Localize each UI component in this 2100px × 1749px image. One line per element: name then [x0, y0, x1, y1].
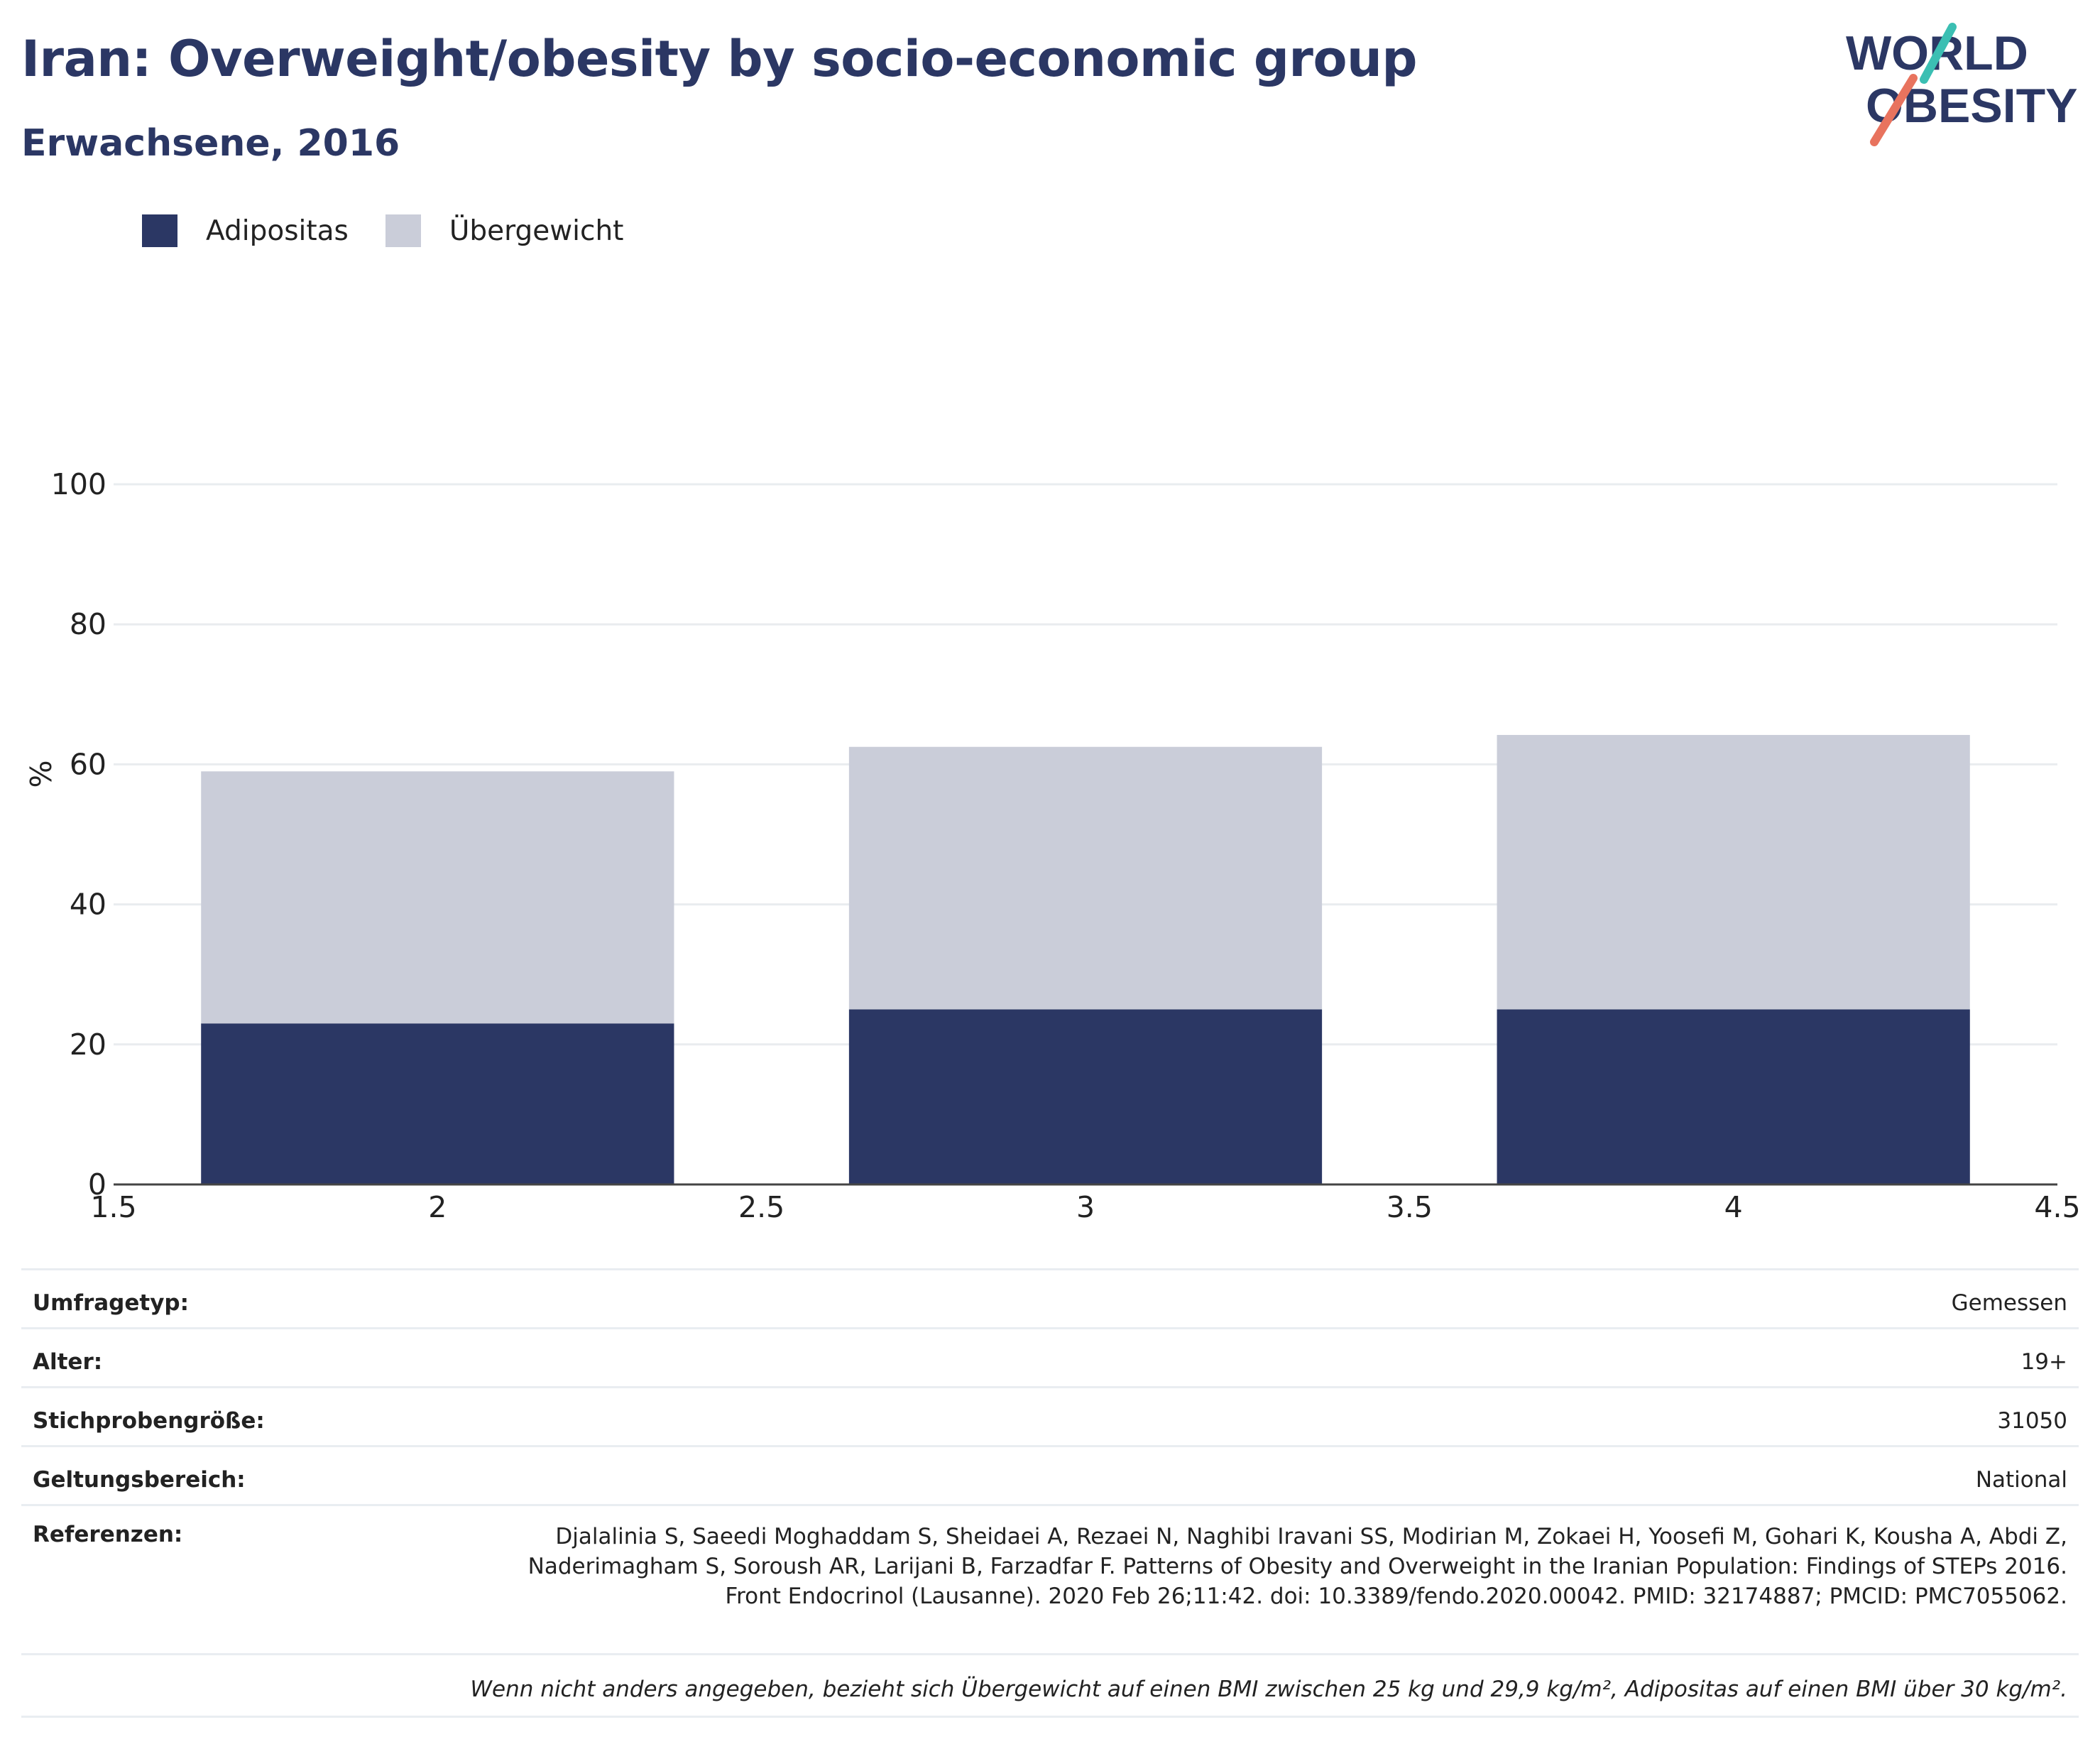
bar-layer	[201, 734, 1970, 1185]
legend-label-uebergewicht: Übergewicht	[449, 214, 624, 247]
info-row-survey-type: Umfragetyp: Gemessen	[21, 1270, 2079, 1329]
x-tick-label: 1.5	[90, 1190, 136, 1224]
legend-item-adipositas[interactable]: Adipositas	[142, 214, 349, 247]
y-tick-label: 100	[51, 467, 106, 501]
logo-coral-stroke	[1870, 74, 1918, 146]
bar-uebergewicht[interactable]	[201, 771, 674, 1024]
legend-swatch-adipositas	[142, 214, 177, 247]
y-tick-label: 40	[70, 888, 106, 922]
bar-chart: 0 20 40 60 80 100 1.5 2 2.5 3 3.5 4 4.5 %	[24, 467, 2081, 1224]
x-tick-label: 3	[1076, 1190, 1095, 1224]
legend-item-uebergewicht[interactable]: Übergewicht	[385, 214, 624, 247]
bar-adipositas[interactable]	[1497, 1009, 1970, 1185]
age-label: Alter:	[33, 1349, 103, 1375]
sample-size-label: Stichprobengröße:	[33, 1408, 265, 1434]
logo-teal-stroke	[1920, 23, 1957, 84]
x-tick-label: 4.5	[2034, 1190, 2080, 1224]
y-tick-label: 0	[88, 1167, 106, 1202]
x-tick-label: 2	[428, 1190, 447, 1224]
chart-title: Iran: Overweight/obesity by socio-econom…	[21, 30, 1417, 88]
scope-value: National	[1975, 1467, 2067, 1493]
references-label: Referenzen:	[33, 1522, 183, 1547]
x-tick-label: 3.5	[1387, 1190, 1433, 1224]
info-row-references: Referenzen: Djalalinia S, Saeedi Moghadd…	[21, 1506, 2079, 1655]
legend-swatch-uebergewicht	[385, 214, 421, 247]
bmi-definition-note: Wenn nicht anders angegeben, bezieht sic…	[21, 1655, 2079, 1718]
axis-layer: 0 20 40 60 80 100 1.5 2 2.5 3 3.5 4 4.5	[51, 467, 2081, 1224]
chart-subtitle: Erwachsene, 2016	[21, 122, 400, 165]
bar-uebergewicht[interactable]	[848, 746, 1323, 1010]
sample-size-value: 31050	[1997, 1408, 2067, 1434]
info-row-scope: Geltungsbereich: National	[21, 1447, 2079, 1506]
scope-label: Geltungsbereich:	[33, 1467, 246, 1493]
world-obesity-logo: WORLD OBESITY	[1846, 23, 2078, 146]
references-value: Djalalinia S, Saeedi Moghaddam S, Sheida…	[527, 1524, 2067, 1609]
x-tick-label: 4	[1724, 1190, 1743, 1224]
chart-legend: Adipositas Übergewicht	[142, 213, 660, 249]
x-tick-label: 2.5	[738, 1190, 784, 1224]
y-tick-label: 20	[70, 1028, 106, 1062]
survey-type-label: Umfragetyp:	[33, 1290, 189, 1316]
info-row-age: Alter: 19+	[21, 1329, 2079, 1388]
bar-uebergewicht[interactable]	[1497, 734, 1970, 1010]
y-tick-label: 60	[70, 747, 106, 781]
info-row-sample-size: Stichprobengröße: 31050	[21, 1388, 2079, 1447]
legend-label-adipositas: Adipositas	[206, 214, 349, 247]
survey-type-value: Gemessen	[1951, 1290, 2067, 1316]
y-tick-label: 80	[70, 607, 106, 641]
survey-info-table: Umfragetyp: Gemessen Alter: 19+ Stichpro…	[21, 1268, 2079, 1718]
y-axis-title: %	[24, 761, 58, 788]
bar-adipositas[interactable]	[201, 1023, 674, 1184]
age-value: 19+	[2020, 1349, 2067, 1375]
bar-adipositas[interactable]	[848, 1009, 1323, 1185]
